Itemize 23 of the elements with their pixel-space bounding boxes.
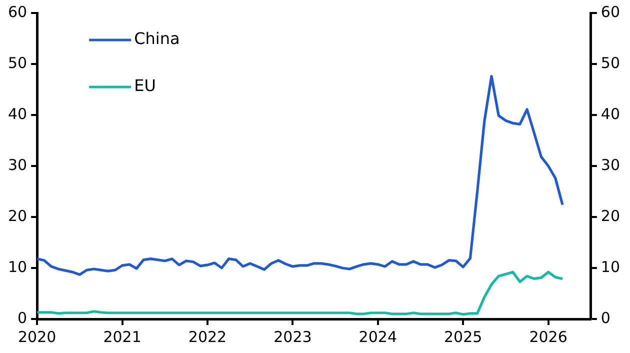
x-tick-label: 2026 xyxy=(529,328,568,346)
y2-tick-label: 10 xyxy=(600,258,620,276)
legend-label: EU xyxy=(134,76,156,96)
x-tick-label: 2021 xyxy=(103,328,142,346)
x-tick-label: 2024 xyxy=(358,328,397,346)
y2-tick-label: 30 xyxy=(600,156,620,174)
y-tick-label: 60 xyxy=(8,2,28,21)
y2-tick-label: 0 xyxy=(600,308,610,327)
y2-tick-label: 50 xyxy=(600,54,620,72)
y-tick-label: 30 xyxy=(8,156,28,174)
x-tick-label: 2023 xyxy=(274,328,312,346)
y2-tick-label: 60 xyxy=(600,2,620,21)
y-tick-label: 0 xyxy=(18,308,28,327)
y-tick-label: 10 xyxy=(8,258,28,276)
legend-label: China xyxy=(134,29,180,48)
y-tick-label: 40 xyxy=(8,104,28,123)
x-tick-label: 2022 xyxy=(188,328,227,346)
x-tick-label: 2020 xyxy=(18,328,56,346)
y2-tick-label: 40 xyxy=(600,104,620,123)
y-tick-label: 20 xyxy=(8,206,28,225)
x-tick-label: 2025 xyxy=(444,328,482,346)
y2-tick-label: 20 xyxy=(600,206,620,225)
y-tick-label: 50 xyxy=(8,54,28,72)
